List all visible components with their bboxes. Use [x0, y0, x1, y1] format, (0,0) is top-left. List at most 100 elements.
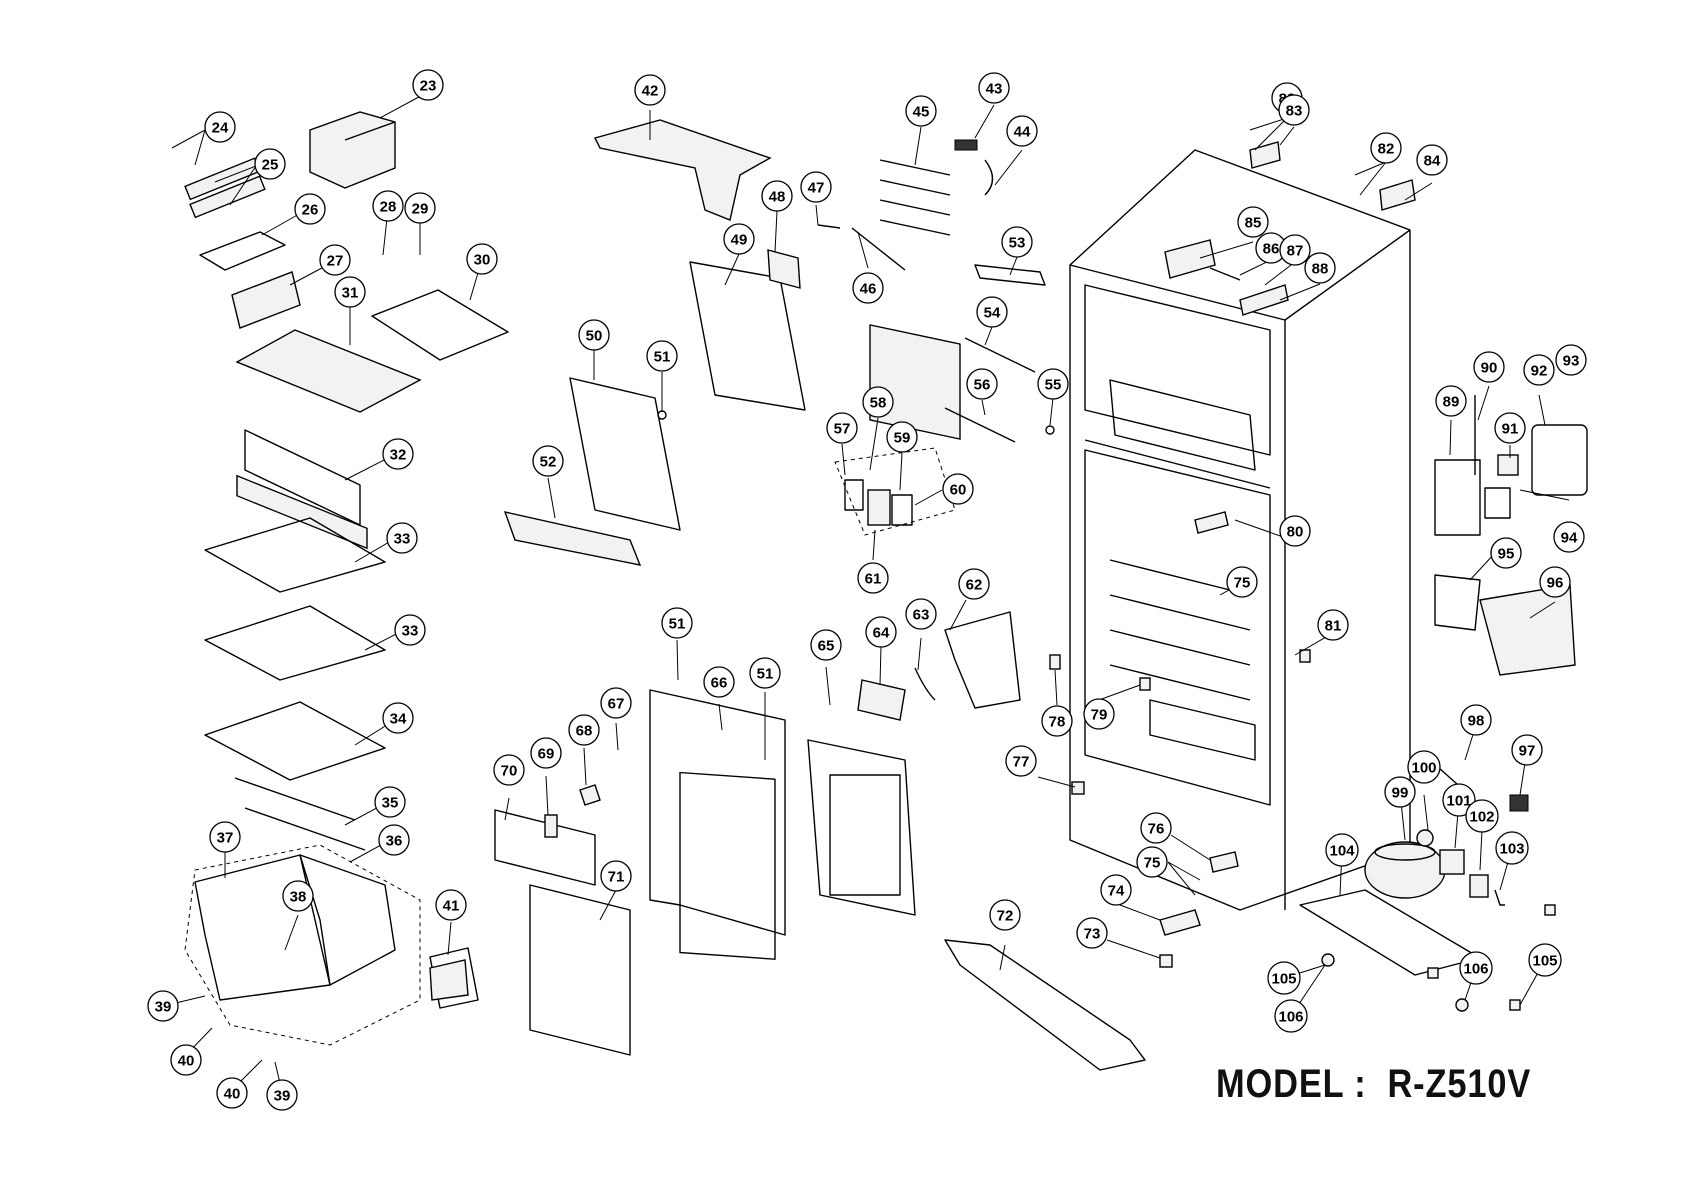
- callout-33b: 33: [394, 614, 426, 646]
- svg-text:100: 100: [1411, 760, 1436, 777]
- callout-92: 92: [1523, 354, 1555, 386]
- svg-text:40: 40: [224, 1086, 241, 1103]
- callout-96: 96: [1539, 566, 1571, 598]
- svg-text:97: 97: [1519, 743, 1536, 760]
- svg-text:105: 105: [1271, 971, 1296, 988]
- svg-text:70: 70: [501, 763, 518, 780]
- callout-106b: 106: [1459, 951, 1493, 985]
- svg-text:58: 58: [870, 395, 887, 412]
- callout-93: 93: [1555, 344, 1587, 376]
- svg-text:56: 56: [974, 377, 991, 394]
- svg-text:33: 33: [394, 531, 411, 548]
- callout-35: 35: [374, 786, 406, 818]
- svg-text:51: 51: [654, 349, 671, 366]
- callout-50: 50: [578, 319, 610, 351]
- svg-text:75: 75: [1144, 855, 1161, 872]
- callout-55: 55: [1037, 368, 1069, 400]
- svg-text:106: 106: [1463, 961, 1488, 978]
- svg-text:87: 87: [1287, 243, 1304, 260]
- callout-64: 64: [865, 616, 897, 648]
- svg-text:47: 47: [808, 180, 825, 197]
- callout-68: 68: [568, 714, 600, 746]
- svg-text:74: 74: [1108, 883, 1125, 900]
- callout-42: 42: [634, 74, 666, 106]
- svg-text:37: 37: [217, 830, 234, 847]
- svg-text:55: 55: [1045, 377, 1062, 394]
- callout-56: 56: [966, 368, 998, 400]
- svg-text:82: 82: [1378, 141, 1395, 158]
- callout-84: 84: [1416, 144, 1448, 176]
- svg-text:30: 30: [474, 252, 491, 269]
- callout-62: 62: [958, 568, 990, 600]
- svg-text:28: 28: [380, 199, 397, 216]
- callout-38: 38: [282, 880, 314, 912]
- svg-text:104: 104: [1329, 843, 1355, 860]
- callout-57: 57: [826, 412, 858, 444]
- callout-99: 99: [1384, 776, 1416, 808]
- callout-30: 30: [466, 243, 498, 275]
- callout-82b: 82: [1370, 132, 1402, 164]
- svg-text:81: 81: [1325, 618, 1342, 635]
- callout-79: 79: [1083, 698, 1115, 730]
- svg-text:25: 25: [262, 157, 279, 174]
- svg-text:44: 44: [1014, 124, 1031, 141]
- svg-text:89: 89: [1443, 394, 1460, 411]
- svg-text:26: 26: [302, 202, 319, 219]
- callout-44: 44: [1006, 115, 1038, 147]
- svg-text:103: 103: [1499, 841, 1524, 858]
- svg-text:48: 48: [769, 189, 786, 206]
- svg-text:99: 99: [1392, 785, 1409, 802]
- svg-text:31: 31: [342, 285, 359, 302]
- callout-31: 31: [334, 276, 366, 308]
- svg-text:79: 79: [1091, 707, 1108, 724]
- callout-76: 76: [1140, 812, 1172, 844]
- callout-65: 65: [810, 629, 842, 661]
- callout-101: 101: [1442, 783, 1476, 817]
- callout-53: 53: [1001, 226, 1033, 258]
- callout-40a: 40: [170, 1044, 202, 1076]
- svg-text:57: 57: [834, 421, 851, 438]
- callout-105a: 105: [1267, 961, 1301, 995]
- svg-text:39: 39: [274, 1088, 291, 1105]
- svg-text:62: 62: [966, 577, 983, 594]
- callout-103: 103: [1495, 831, 1529, 865]
- svg-text:42: 42: [642, 83, 659, 100]
- callout-46: 46: [852, 272, 884, 304]
- callout-90: 90: [1473, 351, 1505, 383]
- svg-text:96: 96: [1547, 575, 1564, 592]
- callout-25: 25: [254, 148, 286, 180]
- callout-88: 88: [1304, 252, 1336, 284]
- callout-59: 59: [886, 421, 918, 453]
- callout-69: 69: [530, 737, 562, 769]
- svg-text:51: 51: [757, 666, 774, 683]
- svg-text:101: 101: [1446, 793, 1471, 810]
- callout-75a: 75: [1136, 846, 1168, 878]
- svg-text:68: 68: [576, 723, 593, 740]
- svg-text:75: 75: [1234, 575, 1251, 592]
- callout-73: 73: [1076, 917, 1108, 949]
- svg-text:41: 41: [443, 898, 460, 915]
- callout-71: 71: [600, 860, 632, 892]
- svg-text:66: 66: [711, 675, 728, 692]
- callout-54: 54: [976, 296, 1008, 328]
- callout-95: 95: [1490, 537, 1522, 569]
- svg-text:98: 98: [1468, 713, 1485, 730]
- svg-text:88: 88: [1312, 261, 1329, 278]
- svg-text:54: 54: [984, 305, 1001, 322]
- callout-52: 52: [532, 445, 564, 477]
- callout-66: 66: [703, 666, 735, 698]
- svg-text:78: 78: [1049, 714, 1066, 731]
- callout-67: 67: [600, 687, 632, 719]
- svg-text:51: 51: [669, 616, 686, 633]
- parts-drawing: [184, 111, 1588, 1071]
- callout-97: 97: [1511, 734, 1543, 766]
- svg-text:24: 24: [212, 120, 229, 137]
- callout-61: 61: [857, 562, 889, 594]
- callout-51b: 51: [661, 607, 693, 639]
- svg-text:29: 29: [412, 201, 429, 218]
- callout-83: 83: [1278, 94, 1310, 126]
- callout-39a: 39: [147, 990, 179, 1022]
- svg-text:85: 85: [1245, 215, 1262, 232]
- svg-text:102: 102: [1469, 809, 1494, 826]
